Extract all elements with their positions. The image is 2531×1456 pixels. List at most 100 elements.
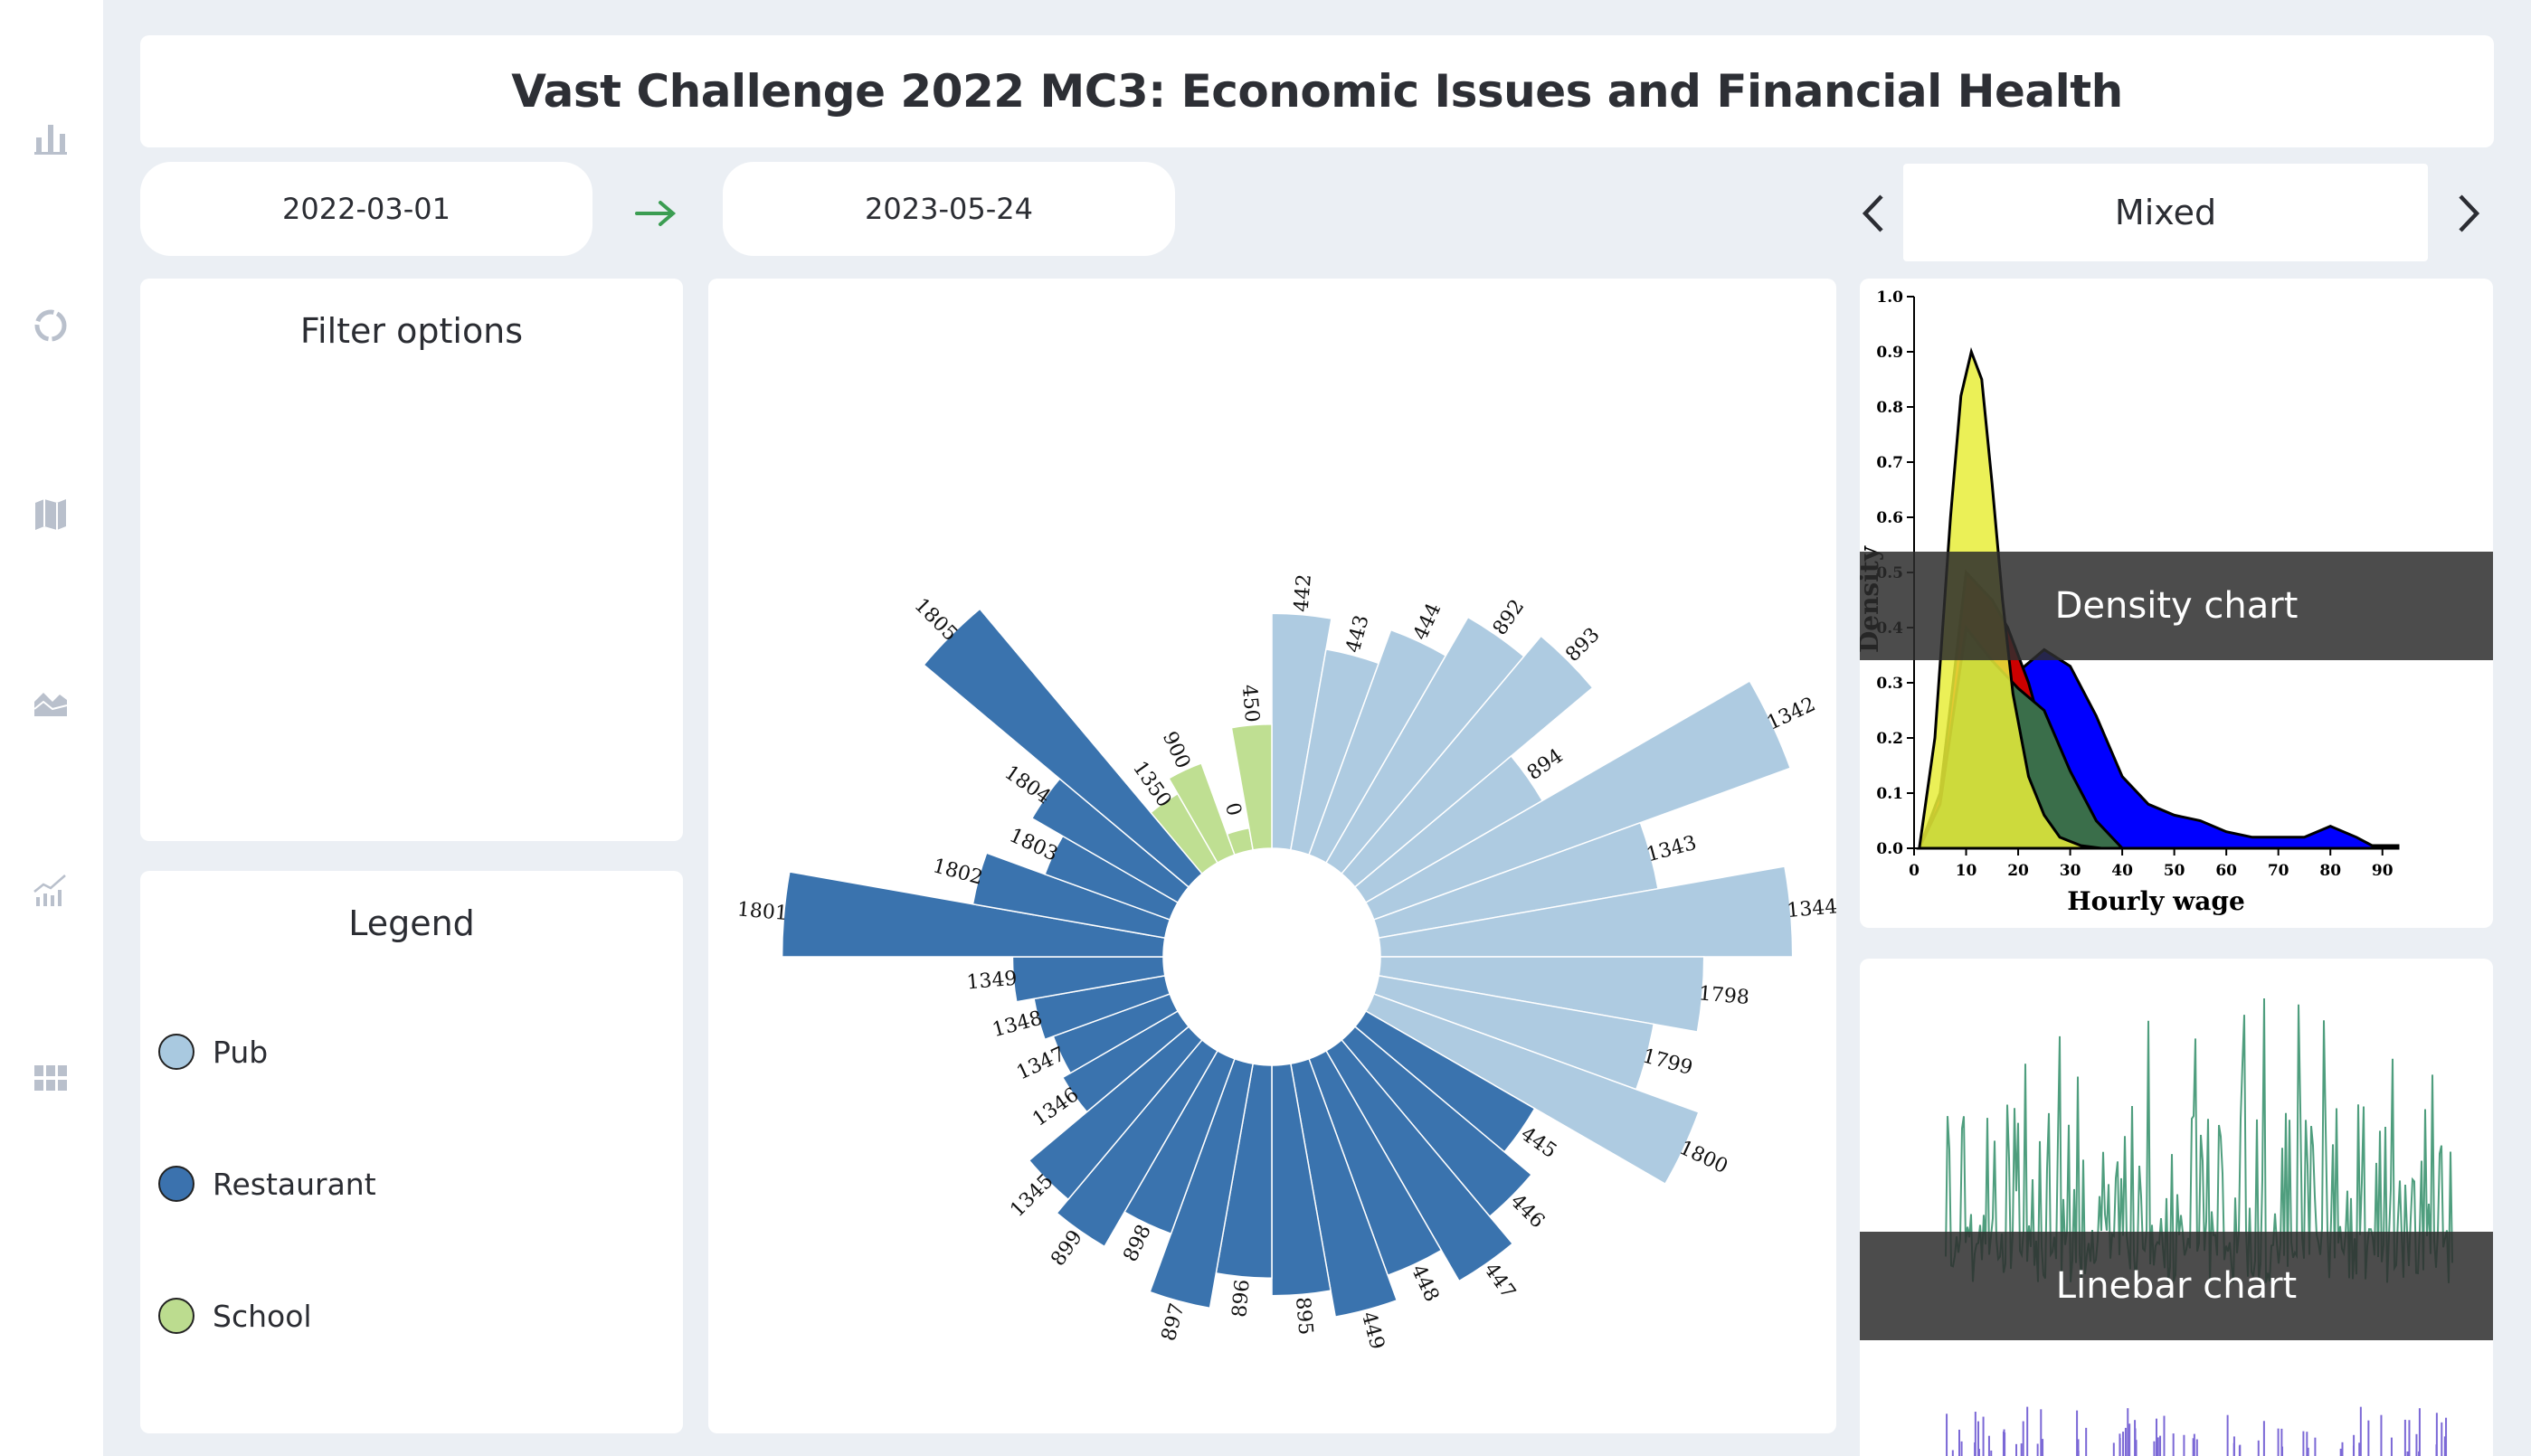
radial-bar[interactable] <box>1271 612 1332 851</box>
radial-bar-label: 449 <box>1357 1309 1389 1352</box>
radial-bar-label: 1798 <box>1698 982 1750 1009</box>
start-date-picker[interactable]: 2022-03-01 <box>140 162 592 256</box>
radial-bar-label: 1800 <box>1675 1137 1730 1178</box>
y-tick-label: 0.0 <box>1876 840 1903 858</box>
radial-bar-label: 444 <box>1409 600 1446 644</box>
radial-bar-label: 445 <box>1516 1123 1560 1164</box>
radial-bar[interactable] <box>972 852 1171 940</box>
legend-label: School <box>213 1298 312 1334</box>
filter-heading: Filter options <box>299 311 524 351</box>
radial-bar-label: 1802 <box>931 855 986 890</box>
x-tick-label: 30 <box>2060 862 2081 880</box>
radial-bar[interactable] <box>1341 635 1594 888</box>
legend-label: Pub <box>213 1034 269 1070</box>
filter-panel: Filter options <box>140 279 683 841</box>
radial-bar-label: 1344 <box>1786 895 1836 922</box>
legend-heading: Legend <box>348 903 475 943</box>
legend-label: Restaurant <box>213 1166 376 1202</box>
radial-bar-label: 899 <box>1047 1226 1087 1271</box>
arrow-right-icon <box>635 201 677 226</box>
radial-bar[interactable] <box>1378 865 1794 958</box>
y-tick-label: 0.6 <box>1876 509 1903 527</box>
radial-bar-label: 1801 <box>736 898 789 925</box>
x-tick-label: 50 <box>2164 862 2185 880</box>
radial-bar[interactable] <box>1168 761 1236 865</box>
y-tick-label: 0.3 <box>1876 675 1903 693</box>
radial-bar[interactable] <box>781 871 1166 958</box>
x-tick-label: 60 <box>2215 862 2237 880</box>
radial-bar-label: 898 <box>1120 1222 1156 1266</box>
x-tick-label: 90 <box>2372 862 2394 880</box>
legend-swatch-school <box>158 1298 194 1334</box>
title-bar: Vast Challenge 2022 MC3: Economic Issues… <box>140 35 2494 147</box>
x-tick-label: 70 <box>2268 862 2289 880</box>
end-date-picker[interactable]: 2023-05-24 <box>723 162 1175 256</box>
radial-bar-label: 443 <box>1342 613 1374 656</box>
radial-bar-label: 447 <box>1479 1259 1520 1303</box>
radial-bar-label: 896 <box>1228 1279 1255 1319</box>
radial-bar[interactable] <box>1364 993 1700 1186</box>
radial-bar[interactable] <box>1056 1038 1219 1248</box>
legend-swatch-pub <box>158 1034 194 1070</box>
radial-bar-label: 1343 <box>1645 832 1700 867</box>
radial-bar[interactable] <box>1149 1057 1255 1309</box>
radial-bar-label: 892 <box>1489 595 1530 639</box>
legend-panel: Legend Pub Restaurant School <box>140 871 683 1433</box>
legend-item-pub[interactable]: Pub <box>158 1025 268 1079</box>
sidebar <box>0 0 103 1456</box>
density-chart-panel[interactable]: 0.00.10.20.30.40.50.60.70.80.91.00102030… <box>1860 279 2493 928</box>
x-tick-label: 0 <box>1909 862 1920 880</box>
area-chart-icon[interactable] <box>31 682 71 722</box>
linebar-chart <box>1945 998 2453 1456</box>
legend-item-school[interactable]: School <box>158 1289 312 1343</box>
radial-bar[interactable] <box>1230 723 1273 851</box>
radial-bar-label: 442 <box>1290 573 1316 613</box>
linebar-chart-panel[interactable]: Linebar chart <box>1860 959 2493 1456</box>
radial-bar-label: 900 <box>1158 728 1194 772</box>
chart-switcher: Mixed <box>1845 164 2497 261</box>
radial-bar-label: 450 <box>1237 684 1264 723</box>
linebar-chart-overlay[interactable]: Linebar chart <box>1860 1232 2493 1340</box>
density-chart-overlay[interactable]: Density chart <box>1860 552 2493 660</box>
y-tick-label: 1.0 <box>1876 288 1903 307</box>
radial-bar-label: 897 <box>1158 1300 1190 1343</box>
radial-bar-label: 1347 <box>1013 1043 1068 1084</box>
radial-bar[interactable] <box>1289 1057 1398 1318</box>
x-tick-label: 20 <box>2007 862 2029 880</box>
page-title: Vast Challenge 2022 MC3: Economic Issues… <box>511 65 2123 118</box>
y-tick-label: 0.2 <box>1876 730 1903 748</box>
radial-bar[interactable] <box>1271 1063 1332 1297</box>
map-icon[interactable] <box>31 494 71 534</box>
radial-bar-label: 1342 <box>1764 693 1819 734</box>
y-tick-label: 0.9 <box>1876 344 1903 362</box>
chevron-left-icon[interactable] <box>1854 191 1894 236</box>
radial-bar[interactable] <box>1378 956 1705 1033</box>
radial-bar-label: 894 <box>1523 744 1568 785</box>
legend-item-restaurant[interactable]: Restaurant <box>158 1157 376 1211</box>
legend-swatch-restaurant <box>158 1166 194 1202</box>
y-tick-label: 0.8 <box>1876 399 1903 417</box>
donut-icon[interactable] <box>31 306 71 345</box>
radial-bar-label: 1799 <box>1640 1045 1695 1080</box>
chart-mode-label: Mixed <box>1903 164 2428 261</box>
radial-bar[interactable] <box>1028 1026 1203 1201</box>
radial-bar-label: 1348 <box>991 1007 1046 1043</box>
line-bar-icon[interactable] <box>31 870 71 910</box>
x-tick-label: 10 <box>1956 862 1977 880</box>
radial-bar[interactable] <box>1061 1009 1190 1113</box>
radial-bar[interactable] <box>1364 679 1792 921</box>
radial-bar-label: 1349 <box>966 968 1019 995</box>
y-tick-label: 0.7 <box>1876 454 1903 472</box>
chevron-right-icon[interactable] <box>2448 191 2488 236</box>
grid-icon[interactable] <box>31 1058 71 1098</box>
radial-bar-chart-panel: 442 443 444 892 893 894 1342 1343 1344 1798 1799 18… <box>708 279 1836 1433</box>
y-tick-label: 0.1 <box>1876 785 1903 803</box>
x-tick-label: 40 <box>2111 862 2133 880</box>
x-tick-label: 80 <box>2319 862 2341 880</box>
radial-bar-label: 448 <box>1407 1262 1443 1306</box>
radial-bar[interactable] <box>1324 1038 1514 1282</box>
radial-bar[interactable] <box>923 608 1203 888</box>
bar-chart-icon[interactable] <box>31 118 71 157</box>
x-axis-label: Hourly wage <box>2067 886 2245 916</box>
